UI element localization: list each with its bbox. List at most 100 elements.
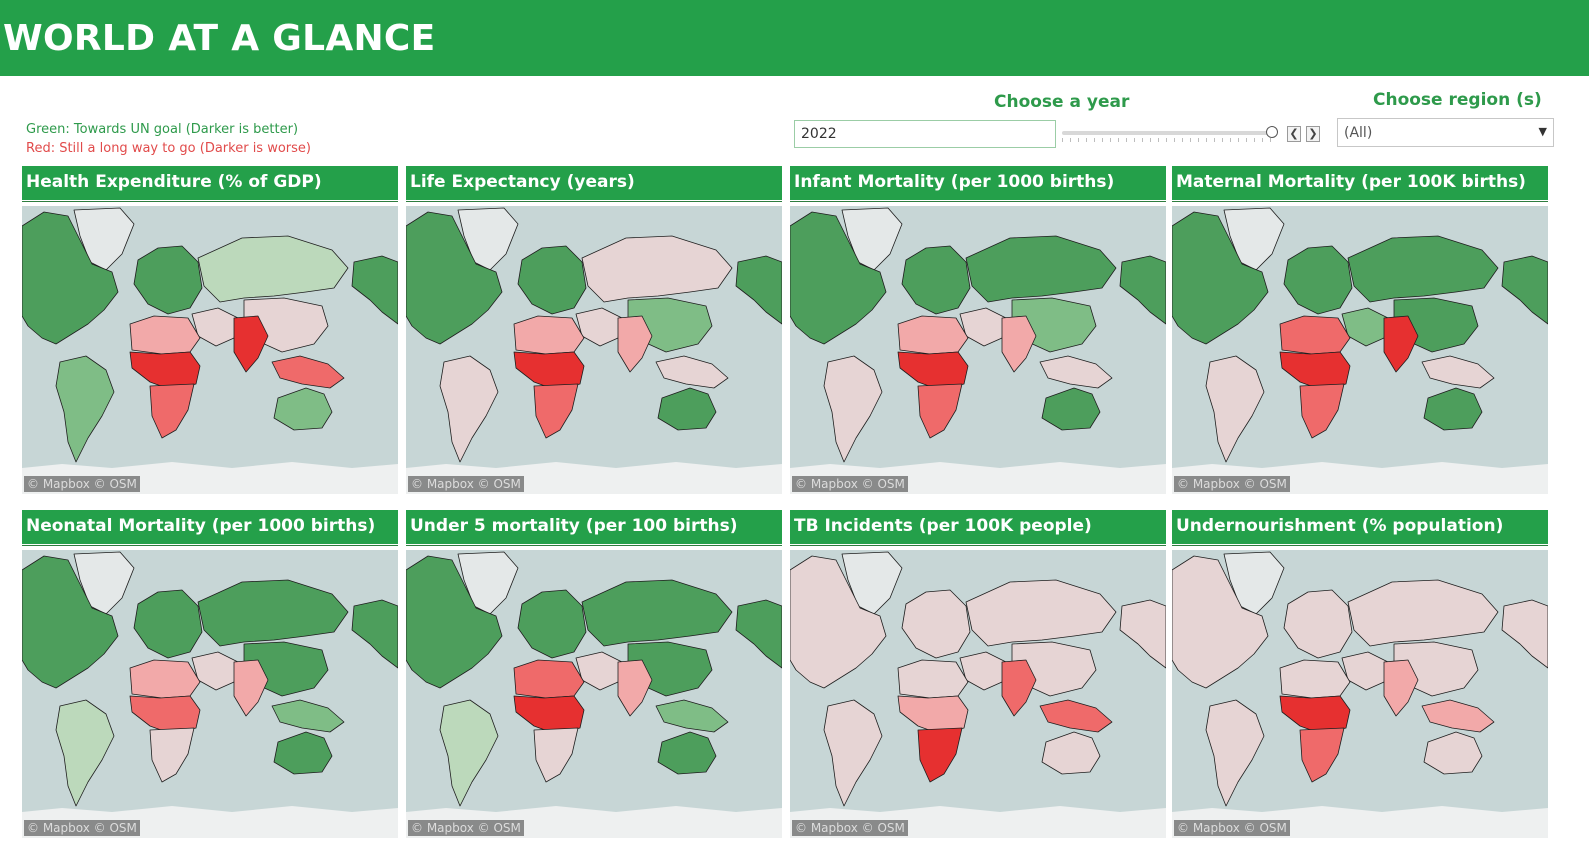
southern-africa-region[interactable] [1299, 383, 1345, 439]
australia-region[interactable] [657, 731, 717, 775]
southeast-asia-region[interactable] [271, 699, 345, 733]
choropleth-map[interactable]: © Mapbox © OSM [406, 550, 782, 838]
alaska-region[interactable] [1119, 255, 1166, 325]
southern-africa-region[interactable] [149, 727, 195, 783]
world-map-svg[interactable] [22, 550, 398, 838]
southern-africa-region[interactable] [917, 727, 963, 783]
alaska-region[interactable] [1501, 255, 1548, 325]
australia-region[interactable] [273, 731, 333, 775]
south-america-region[interactable] [1205, 699, 1265, 807]
world-map-svg[interactable] [406, 550, 782, 838]
north-africa-region[interactable] [129, 659, 201, 699]
south-america-region[interactable] [439, 355, 499, 463]
south-asia-region[interactable] [1001, 659, 1037, 717]
greenland-region[interactable] [73, 551, 135, 615]
year-input[interactable]: 2022 [794, 120, 1056, 148]
alaska-region[interactable] [351, 599, 398, 669]
alaska-region[interactable] [1119, 599, 1166, 669]
alaska-region[interactable] [735, 599, 782, 669]
southeast-asia-region[interactable] [1039, 699, 1113, 733]
choropleth-map[interactable]: © Mapbox © OSM [790, 206, 1166, 494]
south-asia-region[interactable] [1001, 315, 1037, 373]
southern-africa-region[interactable] [533, 727, 579, 783]
greenland-region[interactable] [457, 207, 519, 271]
alaska-region[interactable] [1501, 599, 1548, 669]
southern-africa-region[interactable] [917, 383, 963, 439]
russia-region[interactable] [965, 235, 1117, 303]
south-asia-region[interactable] [617, 315, 653, 373]
central-africa-region[interactable] [513, 695, 585, 735]
choropleth-map[interactable]: © Mapbox © OSM [1172, 550, 1548, 838]
europe-region[interactable] [901, 245, 971, 315]
europe-region[interactable] [901, 589, 971, 659]
alaska-region[interactable] [351, 255, 398, 325]
greenland-region[interactable] [1223, 207, 1285, 271]
central-africa-region[interactable] [1279, 351, 1351, 391]
south-america-region[interactable] [823, 699, 883, 807]
europe-region[interactable] [517, 589, 587, 659]
central-africa-region[interactable] [513, 351, 585, 391]
australia-region[interactable] [1041, 731, 1101, 775]
russia-region[interactable] [581, 579, 733, 647]
europe-region[interactable] [517, 245, 587, 315]
russia-region[interactable] [1347, 579, 1499, 647]
europe-region[interactable] [133, 245, 203, 315]
year-slider-thumb[interactable] [1266, 126, 1278, 138]
central-africa-region[interactable] [897, 695, 969, 735]
europe-region[interactable] [1283, 589, 1353, 659]
southern-africa-region[interactable] [533, 383, 579, 439]
russia-region[interactable] [197, 235, 349, 303]
next-year-button[interactable]: ❯ [1306, 126, 1320, 142]
southeast-asia-region[interactable] [1421, 699, 1495, 733]
southern-africa-region[interactable] [149, 383, 195, 439]
southeast-asia-region[interactable] [655, 699, 729, 733]
southeast-asia-region[interactable] [1421, 355, 1495, 389]
region-select[interactable]: (All) ▼ [1337, 118, 1554, 147]
southeast-asia-region[interactable] [655, 355, 729, 389]
southern-africa-region[interactable] [1299, 727, 1345, 783]
south-asia-region[interactable] [233, 315, 269, 373]
north-africa-region[interactable] [513, 315, 585, 355]
north-africa-region[interactable] [897, 659, 969, 699]
alaska-region[interactable] [735, 255, 782, 325]
north-america-region[interactable] [1172, 555, 1269, 689]
world-map-svg[interactable] [790, 206, 1166, 494]
central-africa-region[interactable] [129, 695, 201, 735]
greenland-region[interactable] [841, 551, 903, 615]
choropleth-map[interactable]: © Mapbox © OSM [22, 550, 398, 838]
central-africa-region[interactable] [897, 351, 969, 391]
north-america-region[interactable] [406, 555, 503, 689]
central-africa-region[interactable] [1279, 695, 1351, 735]
north-america-region[interactable] [406, 211, 503, 345]
choropleth-map[interactable]: © Mapbox © OSM [22, 206, 398, 494]
north-america-region[interactable] [22, 211, 119, 345]
russia-region[interactable] [581, 235, 733, 303]
south-america-region[interactable] [55, 355, 115, 463]
south-asia-region[interactable] [617, 659, 653, 717]
greenland-region[interactable] [1223, 551, 1285, 615]
australia-region[interactable] [1041, 387, 1101, 431]
north-africa-region[interactable] [1279, 315, 1351, 355]
north-america-region[interactable] [790, 555, 887, 689]
australia-region[interactable] [1423, 387, 1483, 431]
south-america-region[interactable] [823, 355, 883, 463]
south-asia-region[interactable] [1383, 659, 1419, 717]
north-america-region[interactable] [1172, 211, 1269, 345]
previous-year-button[interactable]: ❮ [1287, 126, 1301, 142]
south-america-region[interactable] [55, 699, 115, 807]
choropleth-map[interactable]: © Mapbox © OSM [1172, 206, 1548, 494]
southeast-asia-region[interactable] [271, 355, 345, 389]
north-america-region[interactable] [22, 555, 119, 689]
australia-region[interactable] [1423, 731, 1483, 775]
australia-region[interactable] [657, 387, 717, 431]
central-africa-region[interactable] [129, 351, 201, 391]
north-america-region[interactable] [790, 211, 887, 345]
world-map-svg[interactable] [790, 550, 1166, 838]
australia-region[interactable] [273, 387, 333, 431]
choropleth-map[interactable]: © Mapbox © OSM [406, 206, 782, 494]
year-slider[interactable] [1062, 126, 1278, 142]
russia-region[interactable] [1347, 235, 1499, 303]
north-africa-region[interactable] [897, 315, 969, 355]
south-asia-region[interactable] [1383, 315, 1419, 373]
greenland-region[interactable] [73, 207, 135, 271]
